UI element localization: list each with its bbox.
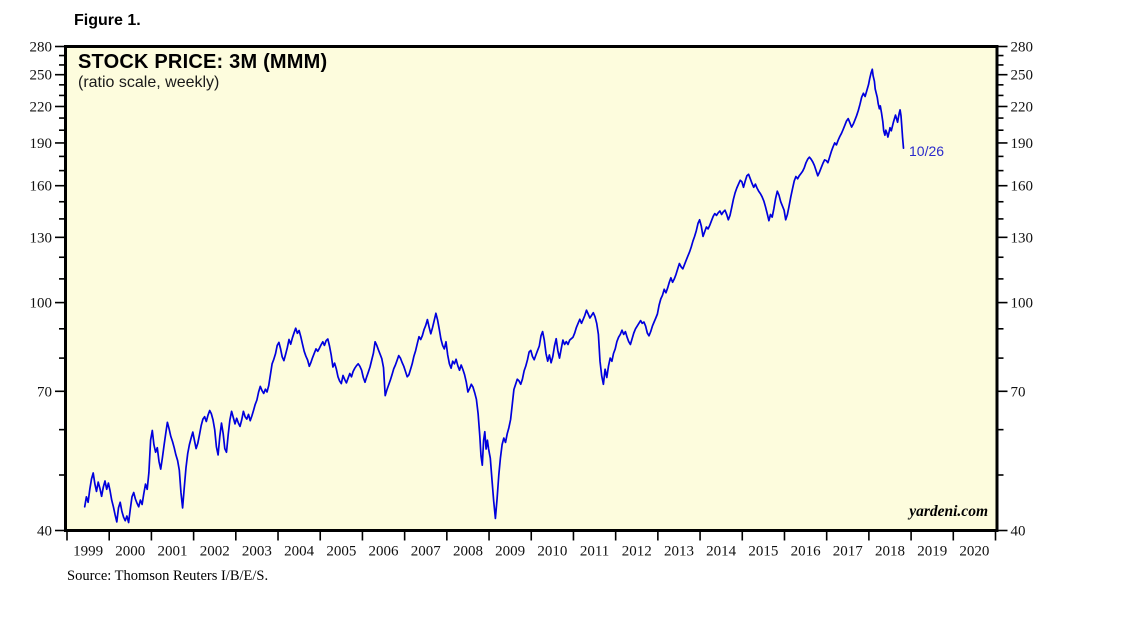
figure-label: Figure 1. <box>74 12 141 29</box>
x-axis-label: 2010 <box>537 544 567 560</box>
y-axis-label-right: 220 <box>1011 99 1034 115</box>
x-axis-label: 2005 <box>326 544 356 560</box>
y-axis-label-right: 250 <box>1011 68 1034 84</box>
x-axis-label: 2018 <box>875 544 905 560</box>
y-axis-label-right: 70 <box>1011 384 1026 400</box>
y-axis-label-left: 40 <box>37 524 52 540</box>
x-axis-label: 2015 <box>748 544 778 560</box>
x-axis-label: 2020 <box>959 544 989 560</box>
plot-frame <box>64 45 999 532</box>
y-axis-label-left: 220 <box>30 99 53 115</box>
x-axis-label: 2000 <box>115 544 145 560</box>
plot-background <box>65 46 997 531</box>
y-axis-label-left: 190 <box>30 136 53 152</box>
y-axis-label-right: 190 <box>1011 136 1034 152</box>
x-axis-label: 2009 <box>495 544 525 560</box>
y-axis-label-right: 130 <box>1011 230 1034 246</box>
x-axis-label: 2016 <box>791 544 822 560</box>
x-axis-label: 2008 <box>453 544 483 560</box>
y-axis-label-left: 100 <box>30 296 53 312</box>
x-axis-label: 2001 <box>158 544 188 560</box>
x-axis-label: 2002 <box>200 544 230 560</box>
x-axis-label: 2013 <box>664 544 694 560</box>
x-axis-label: 1999 <box>73 544 103 560</box>
x-axis-label: 2011 <box>580 544 609 560</box>
y-axis-label-right: 40 <box>1011 524 1026 540</box>
price-line <box>83 68 905 524</box>
x-axis-label: 2003 <box>242 544 272 560</box>
x-axis-label: 2012 <box>622 544 652 560</box>
last-date-annotation: 10/26 <box>909 143 945 159</box>
x-axis-label: 2004 <box>284 544 315 560</box>
x-axis-label: 2019 <box>917 544 947 560</box>
y-axis-label-left: 280 <box>30 40 53 56</box>
x-axis-label: 2006 <box>369 544 400 560</box>
y-axis-label-left: 70 <box>37 384 52 400</box>
yardeni-watermark: yardeni.com <box>909 503 988 520</box>
chart-title: STOCK PRICE: 3M (MMM) <box>78 51 328 73</box>
y-axis-label-left: 250 <box>30 68 53 84</box>
chart-subtitle: (ratio scale, weekly) <box>78 74 220 91</box>
source-note: Source: Thomson Reuters I/B/E/S. <box>67 568 269 584</box>
y-axis-label-right: 100 <box>1011 296 1034 312</box>
x-axis-label: 2007 <box>411 544 442 560</box>
y-axis-label-right: 160 <box>1011 179 1034 195</box>
x-axis-label: 2017 <box>833 544 864 560</box>
y-axis-label-left: 130 <box>30 230 53 246</box>
y-axis-label-right: 280 <box>1011 40 1034 56</box>
y-axis-label-left: 160 <box>30 179 53 195</box>
x-axis-label: 2014 <box>706 544 737 560</box>
